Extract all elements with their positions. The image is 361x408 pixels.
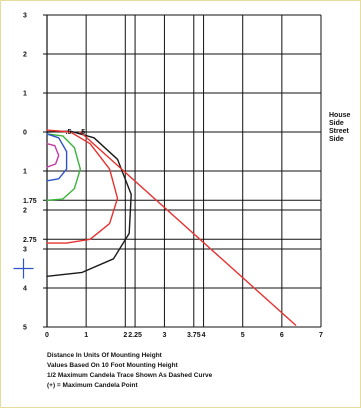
x-tick-label: 2 [123,332,127,339]
y-tick-label: 3 [23,247,27,254]
house-side-label: House [329,112,351,119]
y-tick-label: 4 [23,286,27,293]
note-line: Distance In Units Of Mounting Height [47,352,162,359]
y-tick-label: 0 [23,130,27,137]
street-side-label: Street [329,128,350,135]
contour-curves [13,129,297,326]
x-tick-label: 6 [280,332,284,339]
x-tick-label: 4 [202,332,206,339]
street-side-label: Side [329,136,344,143]
contour-value-label: .5 [79,129,85,136]
contour-curve [46,129,119,244]
y-tick-label: 1 [23,169,27,176]
grid [43,14,322,328]
x-tick-label: 3.75 [187,332,201,339]
contour-curve [46,143,60,168]
contour-curve [79,131,297,326]
x-tick-label: 3 [162,332,166,339]
x-tick-label: 1 [84,332,88,339]
y-tick-label: 3 [23,13,27,20]
x-tick-label: 7 [319,332,323,339]
note-line: Values Based On 10 Foot Mounting Height [47,362,178,369]
house-side-label: Side [329,120,344,127]
x-tick-label: 2.25 [128,332,142,339]
note-line: 1/2 Maximum Candela Trace Shown As Dashe… [47,372,213,379]
x-tick-label: 5 [241,332,245,339]
y-tick-label: 1.75 [23,198,37,205]
y-tick-label: 2.75 [23,237,37,244]
note-line: (+) = Maximum Candela Point [47,382,138,389]
x-tick-label: 0 [45,332,49,339]
y-tick-label: 5 [23,325,27,332]
y-tick-label: 1 [23,91,27,98]
contour-curve [46,133,68,182]
contour-value-label: .5 [66,129,72,136]
contour-curve [46,130,132,277]
contour-curve [46,133,81,201]
y-tick-label: 2 [23,52,27,59]
y-tick-label: 2 [23,208,27,215]
chart-notes: Distance In Units Of Mounting Height Val… [47,351,347,391]
